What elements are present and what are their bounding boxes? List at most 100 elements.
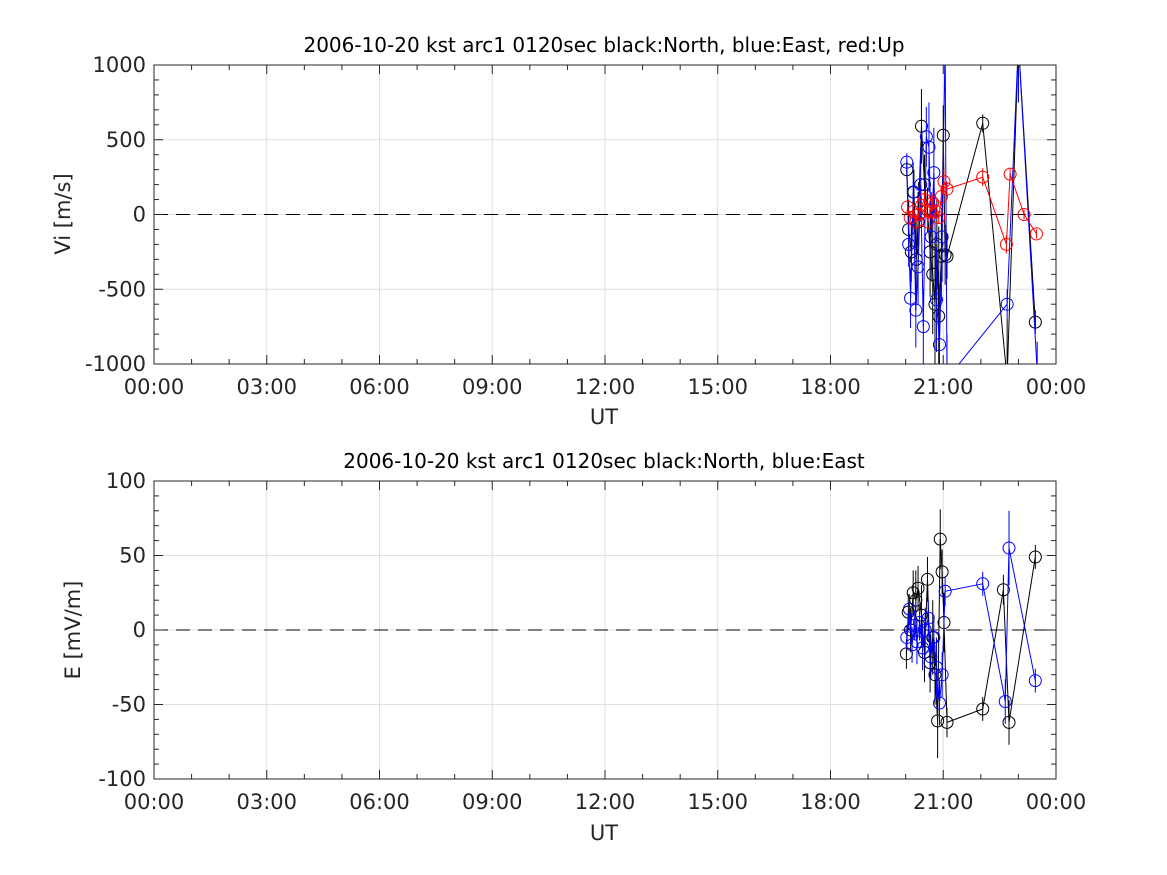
x-tick-label: 18:00 <box>800 790 861 814</box>
series-up <box>901 167 1043 254</box>
data-point <box>935 565 949 579</box>
data-point <box>935 230 949 244</box>
data-point <box>917 193 931 207</box>
x-tick-label: 00:00 <box>124 375 185 399</box>
y-tick-label: -50 <box>112 693 146 717</box>
data-point <box>914 608 928 622</box>
data-point <box>940 249 954 263</box>
data-point <box>928 668 942 682</box>
y-tick-label: 1000 <box>93 53 146 77</box>
chart-title: 2006-10-20 kst arc1 0120sec black:North,… <box>303 33 904 57</box>
data-point <box>1029 227 1043 241</box>
x-tick-label: 15:00 <box>687 790 748 814</box>
x-tick-label: 06:00 <box>349 790 410 814</box>
data-point <box>932 210 946 224</box>
y-tick-label: 50 <box>119 544 146 568</box>
y-axis-label: E [mV/m] <box>61 581 85 680</box>
y-tick-label: 500 <box>106 128 146 152</box>
data-point <box>932 696 946 710</box>
data-point <box>927 630 941 644</box>
data-point <box>926 196 940 210</box>
x-tick-label: 06:00 <box>349 375 410 399</box>
chart-title: 2006-10-20 kst arc1 0120sec black:North,… <box>343 449 865 473</box>
data-point <box>904 291 918 305</box>
series-east <box>900 510 1042 726</box>
x-tick-label: 00:00 <box>124 790 185 814</box>
y-tick-label: -1000 <box>85 352 146 376</box>
data-point <box>1017 208 1031 221</box>
data-point <box>902 602 916 616</box>
data-point <box>1000 297 1014 311</box>
y-tick-label: 0 <box>133 618 146 642</box>
y-axis-label: Vi [m/s] <box>51 173 75 254</box>
data-point <box>937 175 951 189</box>
data-point <box>976 116 990 130</box>
data-point <box>996 583 1010 597</box>
data-point <box>1002 715 1016 729</box>
x-tick-label: 21:00 <box>913 375 974 399</box>
data-point <box>916 320 930 334</box>
data-point <box>999 237 1013 251</box>
data-point <box>940 182 954 196</box>
data-point <box>909 303 923 317</box>
data-point <box>929 205 943 219</box>
x-tick-label: 00:00 <box>1026 790 1087 814</box>
data-point <box>914 178 928 192</box>
y-tick-label: -100 <box>98 767 146 791</box>
data-point <box>927 166 941 180</box>
x-tick-label: 21:00 <box>913 790 974 814</box>
data-point <box>920 572 934 586</box>
data-point <box>920 215 934 229</box>
x-tick-label: 00:00 <box>1026 375 1087 399</box>
data-point <box>1002 541 1016 555</box>
x-tick-label: 03:00 <box>236 375 297 399</box>
data-point <box>1028 550 1042 564</box>
y-tick-label: 0 <box>133 203 146 227</box>
data-point <box>911 260 925 274</box>
data-point <box>932 309 946 323</box>
panel-electric-field: 2006-10-20 kst arc1 0120sec black:North,… <box>61 449 1086 845</box>
series-line <box>906 65 1036 364</box>
data-point <box>976 577 990 591</box>
x-tick-label: 12:00 <box>575 790 636 814</box>
panel-velocity: 2006-10-20 kst arc1 0120sec black:North,… <box>51 33 1087 429</box>
data-point <box>1028 674 1042 688</box>
data-area <box>900 65 1043 364</box>
data-area <box>899 509 1042 759</box>
data-point <box>976 170 990 184</box>
data-point <box>933 532 947 546</box>
x-tick-label: 15:00 <box>687 375 748 399</box>
data-point <box>911 581 925 595</box>
data-point <box>924 230 938 244</box>
data-point <box>976 702 990 716</box>
data-point <box>938 584 952 598</box>
data-point <box>938 248 952 262</box>
data-point <box>918 623 932 637</box>
data-point <box>935 668 949 682</box>
x-tick-label: 12:00 <box>575 375 636 399</box>
data-point <box>906 185 920 199</box>
x-axis-label: UT <box>590 821 618 845</box>
x-tick-label: 09:00 <box>462 790 523 814</box>
data-point <box>940 715 954 729</box>
x-axis-label: UT <box>590 405 618 429</box>
data-point <box>932 338 946 352</box>
data-point <box>906 586 920 600</box>
data-point <box>931 714 945 728</box>
data-point <box>922 140 936 154</box>
y-tick-label: 100 <box>106 469 146 493</box>
x-tick-label: 09:00 <box>462 375 523 399</box>
x-tick-label: 03:00 <box>236 790 297 814</box>
data-point <box>1003 167 1017 181</box>
data-point <box>929 293 943 307</box>
y-tick-label: -500 <box>98 277 146 301</box>
x-tick-label: 18:00 <box>800 375 861 399</box>
data-point <box>919 130 933 144</box>
data-point <box>914 119 928 133</box>
data-point <box>998 695 1012 709</box>
data-point <box>902 237 916 251</box>
data-point <box>1028 315 1042 329</box>
data-point <box>916 641 930 655</box>
